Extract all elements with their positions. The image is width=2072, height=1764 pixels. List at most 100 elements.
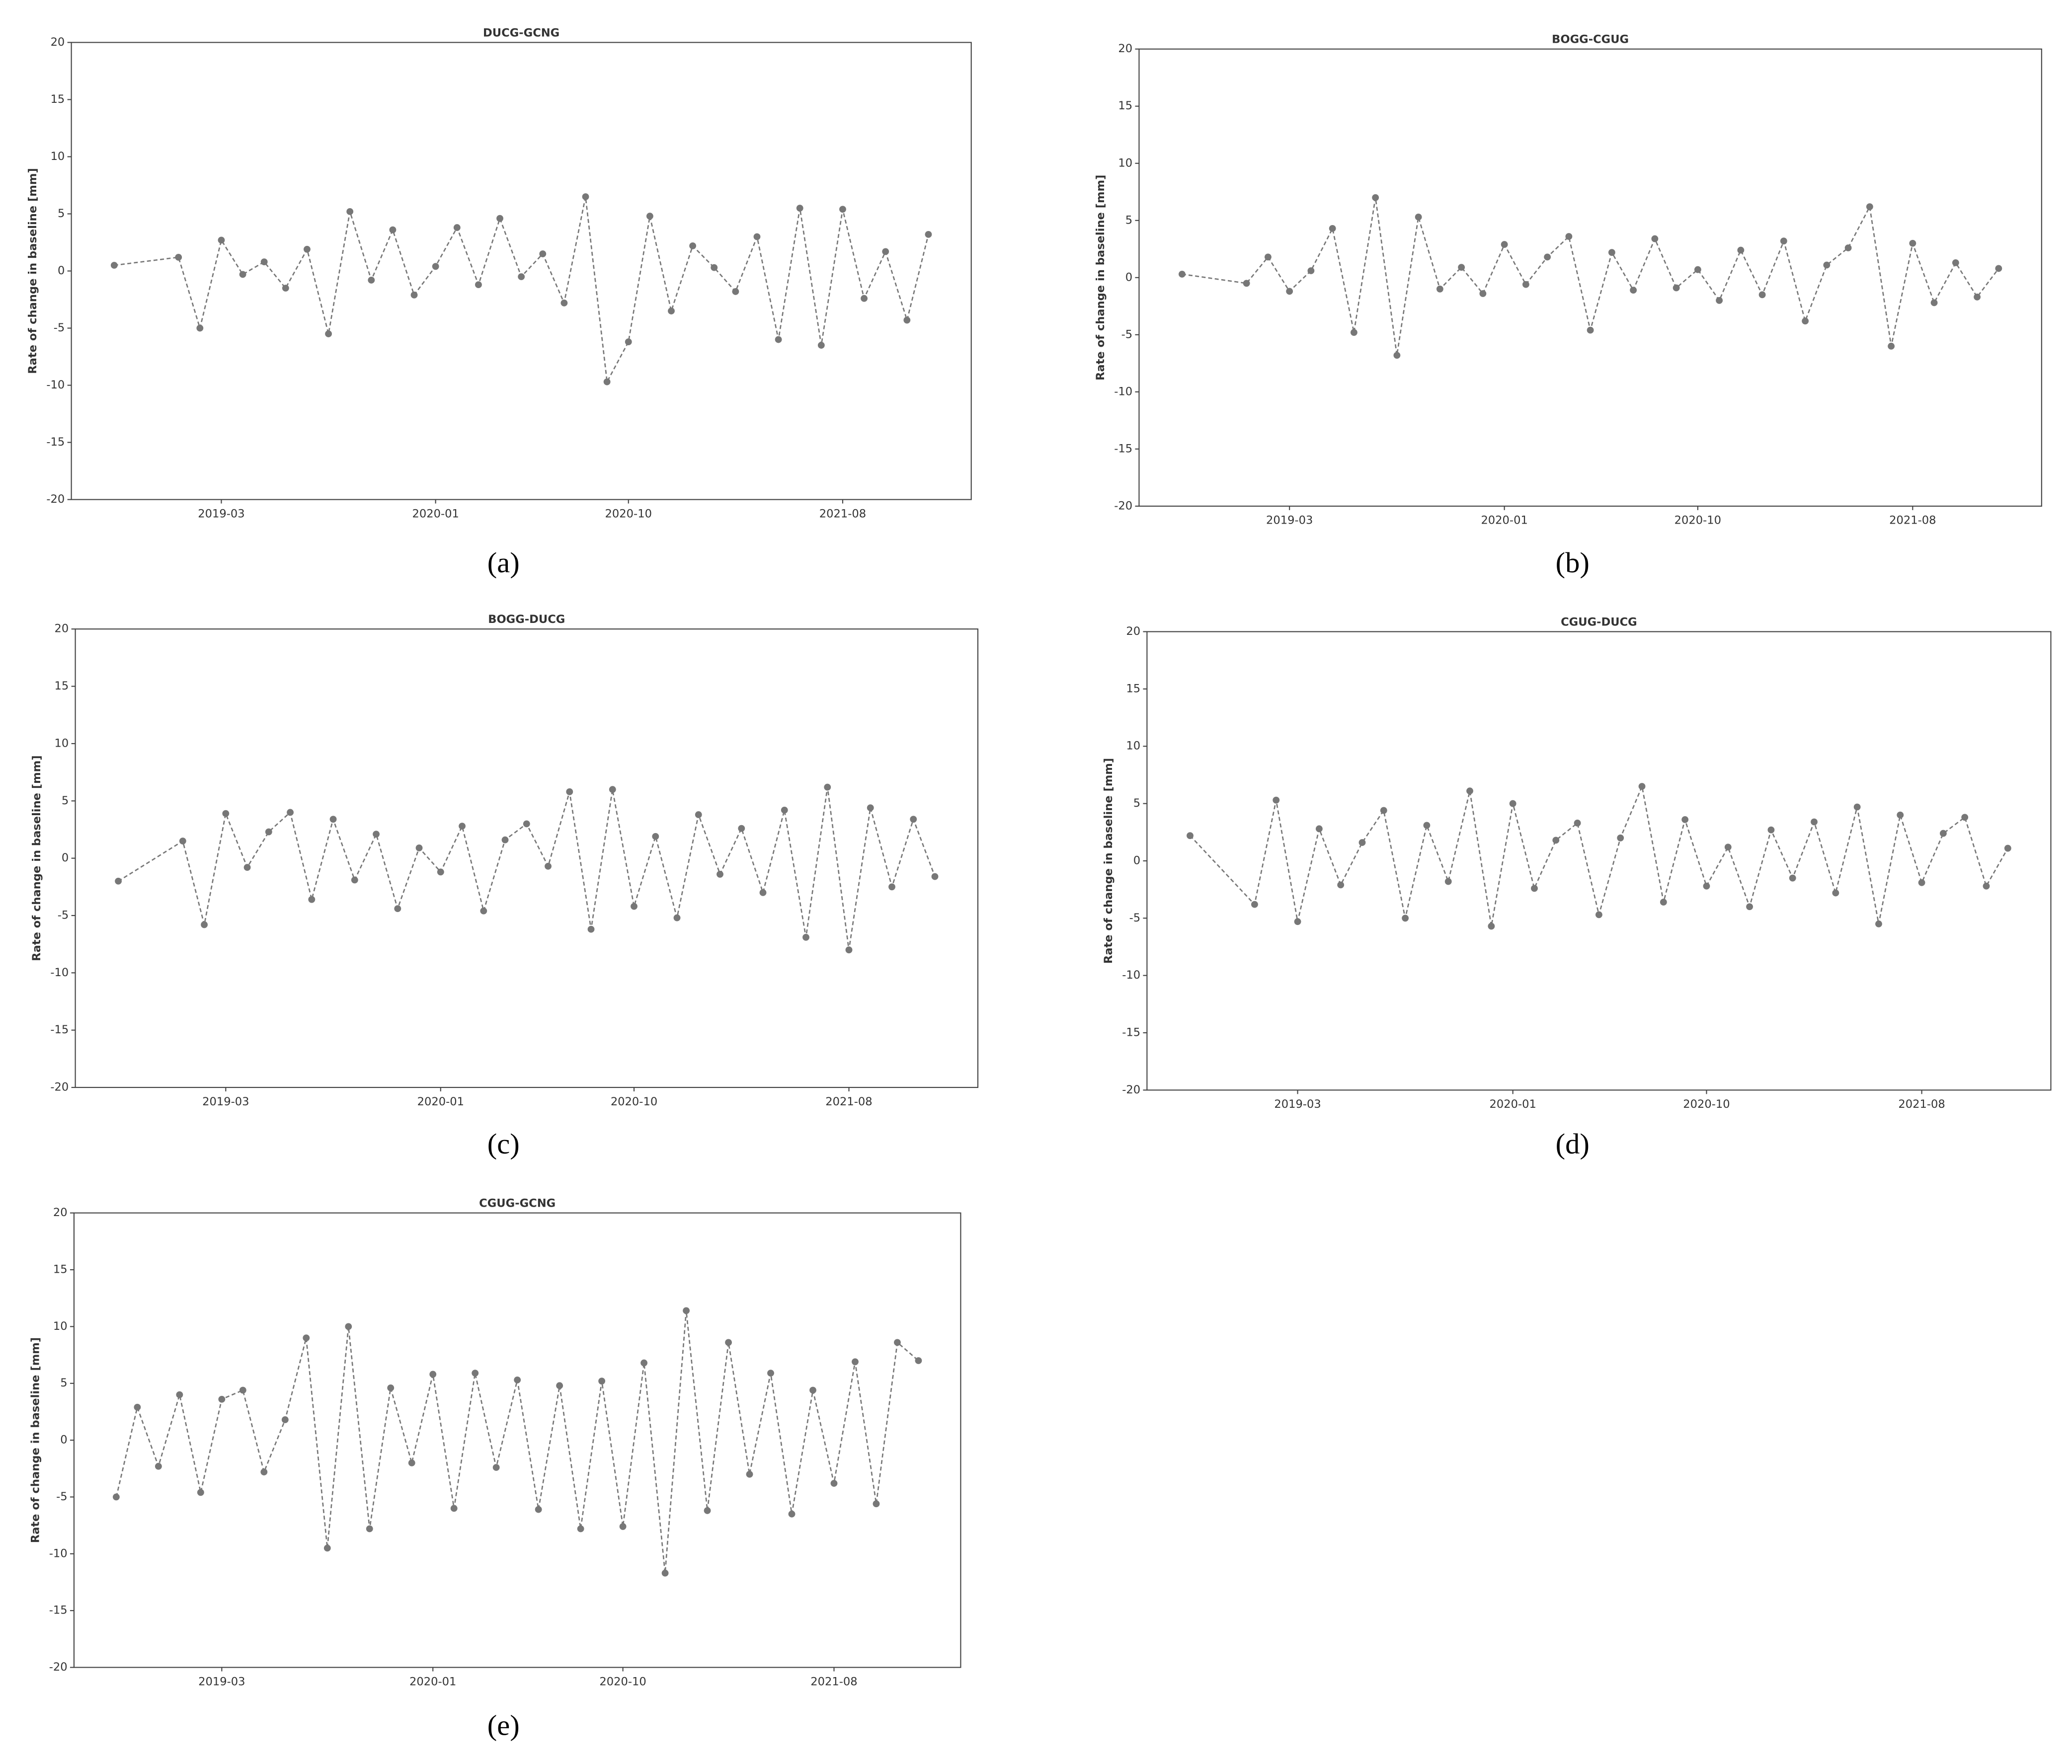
chart-title: CGUG-DUCG — [1561, 615, 1637, 628]
data-point — [1294, 918, 1301, 925]
data-point — [1866, 203, 1873, 211]
data-point — [711, 264, 718, 271]
plot-area — [73, 1212, 961, 1668]
y-tick-label: -5 — [1129, 912, 1141, 924]
y-tick-label: 10 — [55, 737, 69, 750]
data-point — [1329, 225, 1336, 232]
data-point — [1983, 882, 1990, 890]
data-point — [408, 1459, 415, 1466]
data-point — [625, 338, 632, 346]
data-point — [839, 206, 846, 213]
data-point — [351, 876, 358, 884]
data-point — [802, 933, 809, 941]
x-tick-label: 2020-01 — [417, 1095, 464, 1108]
data-point — [496, 215, 503, 222]
y-tick-label: 10 — [51, 150, 65, 163]
data-point — [1444, 878, 1452, 885]
panel-caption: (b) — [1556, 546, 1590, 579]
data-point — [1187, 832, 1194, 840]
data-point — [1651, 235, 1659, 242]
data-point — [873, 1500, 880, 1508]
data-point — [346, 208, 354, 215]
data-point — [265, 828, 272, 836]
y-tick-label: -15 — [49, 1604, 68, 1617]
y-tick-label: 15 — [1118, 99, 1132, 112]
data-point — [1509, 800, 1516, 807]
data-point — [861, 295, 868, 302]
data-point — [287, 809, 294, 816]
y-tick-label: -20 — [50, 1081, 69, 1094]
data-point — [110, 262, 118, 269]
data-point — [1307, 267, 1315, 274]
y-tick-label: 10 — [1118, 156, 1132, 169]
data-point — [661, 1569, 669, 1577]
y-tick-label: -10 — [50, 966, 69, 979]
data-point — [732, 288, 739, 295]
data-point — [695, 811, 702, 818]
data-point — [910, 816, 917, 823]
data-point — [1531, 885, 1538, 892]
data-point — [1681, 816, 1689, 823]
x-tick-label: 2019-03 — [198, 507, 244, 520]
data-point — [824, 783, 831, 791]
x-tick-label: 2020-10 — [1683, 1098, 1730, 1111]
data-point — [652, 833, 659, 840]
data-point — [1939, 830, 1947, 837]
y-tick-label: -15 — [50, 1023, 69, 1036]
plot-area — [71, 42, 972, 500]
data-point — [389, 226, 397, 233]
data-point — [1767, 826, 1775, 834]
data-point — [631, 903, 638, 910]
data-point — [1458, 264, 1465, 271]
data-point — [1758, 291, 1766, 299]
data-point — [577, 1525, 584, 1533]
data-point — [394, 905, 401, 913]
data-point — [1372, 194, 1379, 201]
data-point — [915, 1357, 922, 1364]
y-tick-label: 5 — [60, 1377, 67, 1389]
x-tick-label: 2019-03 — [1274, 1098, 1321, 1111]
data-point — [566, 788, 573, 795]
x-tick-label: 2021-08 — [1889, 514, 1936, 527]
data-point — [1552, 837, 1560, 844]
data-point — [759, 889, 767, 896]
data-point — [775, 336, 782, 343]
data-point — [281, 1416, 289, 1423]
chart-title: BOGG-CGUG — [1552, 33, 1629, 46]
y-tick-label: 5 — [62, 794, 69, 807]
data-point — [1587, 326, 1594, 334]
x-tick-label: 2021-08 — [1898, 1098, 1945, 1111]
data-point — [738, 825, 745, 832]
data-point — [1315, 825, 1323, 833]
y-tick-label: -5 — [1121, 328, 1133, 341]
data-point — [781, 806, 788, 814]
y-tick-label: -20 — [49, 1661, 68, 1674]
data-point — [325, 330, 332, 337]
data-point — [1358, 839, 1366, 846]
chart-title: DUCG-GCNG — [483, 26, 559, 39]
data-point — [453, 224, 461, 231]
data-point — [387, 1384, 395, 1391]
y-tick-label: -5 — [54, 321, 65, 334]
data-point — [323, 1544, 331, 1552]
data-point — [501, 836, 509, 844]
x-tick-label: 2020-10 — [605, 507, 652, 520]
data-point — [925, 230, 932, 238]
data-point — [560, 300, 568, 307]
data-point — [1724, 844, 1732, 851]
data-point — [1746, 903, 1753, 911]
data-point — [1832, 889, 1839, 897]
x-tick-label: 2020-01 — [1481, 514, 1527, 527]
data-point — [1974, 293, 1981, 301]
y-tick-label: -20 — [1114, 499, 1132, 512]
data-point — [1273, 796, 1280, 804]
y-tick-label: 15 — [55, 680, 69, 692]
data-point — [1337, 881, 1345, 889]
y-tick-label: 0 — [60, 1434, 67, 1447]
data-point — [1780, 237, 1787, 245]
data-point — [845, 946, 853, 954]
y-tick-label: 10 — [1126, 740, 1140, 753]
y-tick-label: 5 — [1125, 214, 1132, 227]
y-tick-label: 5 — [1133, 797, 1140, 810]
